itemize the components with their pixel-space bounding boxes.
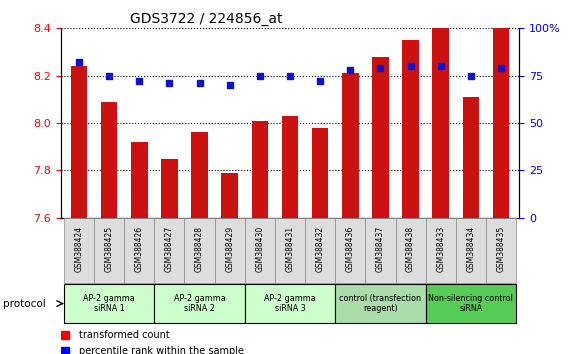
FancyBboxPatch shape	[184, 218, 215, 283]
Text: GSM388432: GSM388432	[316, 225, 325, 272]
FancyBboxPatch shape	[64, 284, 154, 323]
Point	[346, 67, 355, 73]
Bar	[161, 159, 177, 218]
Text: GSM388424: GSM388424	[74, 225, 84, 272]
FancyBboxPatch shape	[426, 284, 516, 323]
Text: GSM388436: GSM388436	[346, 225, 355, 272]
Text: AP-2 gamma
siRNA 3: AP-2 gamma siRNA 3	[264, 294, 316, 313]
FancyBboxPatch shape	[486, 218, 516, 283]
Bar	[372, 57, 389, 218]
Text: GSM388430: GSM388430	[255, 225, 264, 272]
FancyBboxPatch shape	[335, 284, 426, 323]
Bar	[433, 28, 449, 218]
FancyBboxPatch shape	[335, 218, 365, 283]
FancyBboxPatch shape	[94, 218, 124, 283]
FancyBboxPatch shape	[275, 218, 305, 283]
Text: control (transfection
reagent): control (transfection reagent)	[339, 294, 422, 313]
Point	[406, 63, 415, 69]
Text: GSM388433: GSM388433	[436, 225, 445, 272]
Bar	[493, 28, 509, 218]
Point	[376, 65, 385, 71]
Text: GSM388425: GSM388425	[104, 225, 114, 272]
FancyBboxPatch shape	[305, 218, 335, 283]
Text: AP-2 gamma
siRNA 2: AP-2 gamma siRNA 2	[173, 294, 226, 313]
Text: GSM388434: GSM388434	[466, 225, 476, 272]
Text: GSM388427: GSM388427	[165, 225, 174, 272]
Point	[165, 80, 174, 86]
FancyBboxPatch shape	[365, 218, 396, 283]
Text: GSM388431: GSM388431	[285, 225, 295, 272]
Point	[496, 65, 506, 71]
Point	[466, 73, 476, 79]
Text: AP-2 gamma
siRNA 1: AP-2 gamma siRNA 1	[84, 294, 135, 313]
Text: GSM388437: GSM388437	[376, 225, 385, 272]
Text: GSM388429: GSM388429	[225, 225, 234, 272]
Bar	[71, 66, 87, 218]
Point	[316, 79, 325, 84]
FancyBboxPatch shape	[245, 284, 335, 323]
Bar	[342, 73, 358, 218]
Bar	[191, 132, 208, 218]
Point	[195, 80, 204, 86]
Bar	[282, 116, 298, 218]
Point	[104, 73, 114, 79]
FancyBboxPatch shape	[215, 218, 245, 283]
Text: Non-silencing control
siRNA: Non-silencing control siRNA	[429, 294, 513, 313]
Point	[436, 63, 445, 69]
FancyBboxPatch shape	[124, 218, 154, 283]
Bar	[222, 173, 238, 218]
Bar	[252, 121, 268, 218]
Bar	[101, 102, 117, 218]
Text: GSM388435: GSM388435	[496, 225, 506, 272]
FancyBboxPatch shape	[154, 218, 184, 283]
Bar	[131, 142, 147, 218]
FancyBboxPatch shape	[396, 218, 426, 283]
Point	[255, 73, 264, 79]
Text: GSM388426: GSM388426	[135, 225, 144, 272]
Bar	[403, 40, 419, 218]
Text: GSM388428: GSM388428	[195, 225, 204, 272]
Text: GSM388438: GSM388438	[406, 225, 415, 272]
Text: transformed count: transformed count	[79, 330, 170, 341]
Point	[135, 79, 144, 84]
FancyBboxPatch shape	[426, 218, 456, 283]
Bar	[312, 128, 328, 218]
Text: percentile rank within the sample: percentile rank within the sample	[79, 346, 244, 354]
FancyBboxPatch shape	[456, 218, 486, 283]
FancyBboxPatch shape	[245, 218, 275, 283]
Text: GDS3722 / 224856_at: GDS3722 / 224856_at	[129, 12, 282, 26]
Point	[225, 82, 234, 88]
FancyBboxPatch shape	[154, 284, 245, 323]
Text: protocol: protocol	[3, 298, 46, 309]
Point	[285, 73, 295, 79]
Bar	[463, 97, 479, 218]
FancyBboxPatch shape	[64, 218, 94, 283]
Point	[74, 59, 84, 65]
